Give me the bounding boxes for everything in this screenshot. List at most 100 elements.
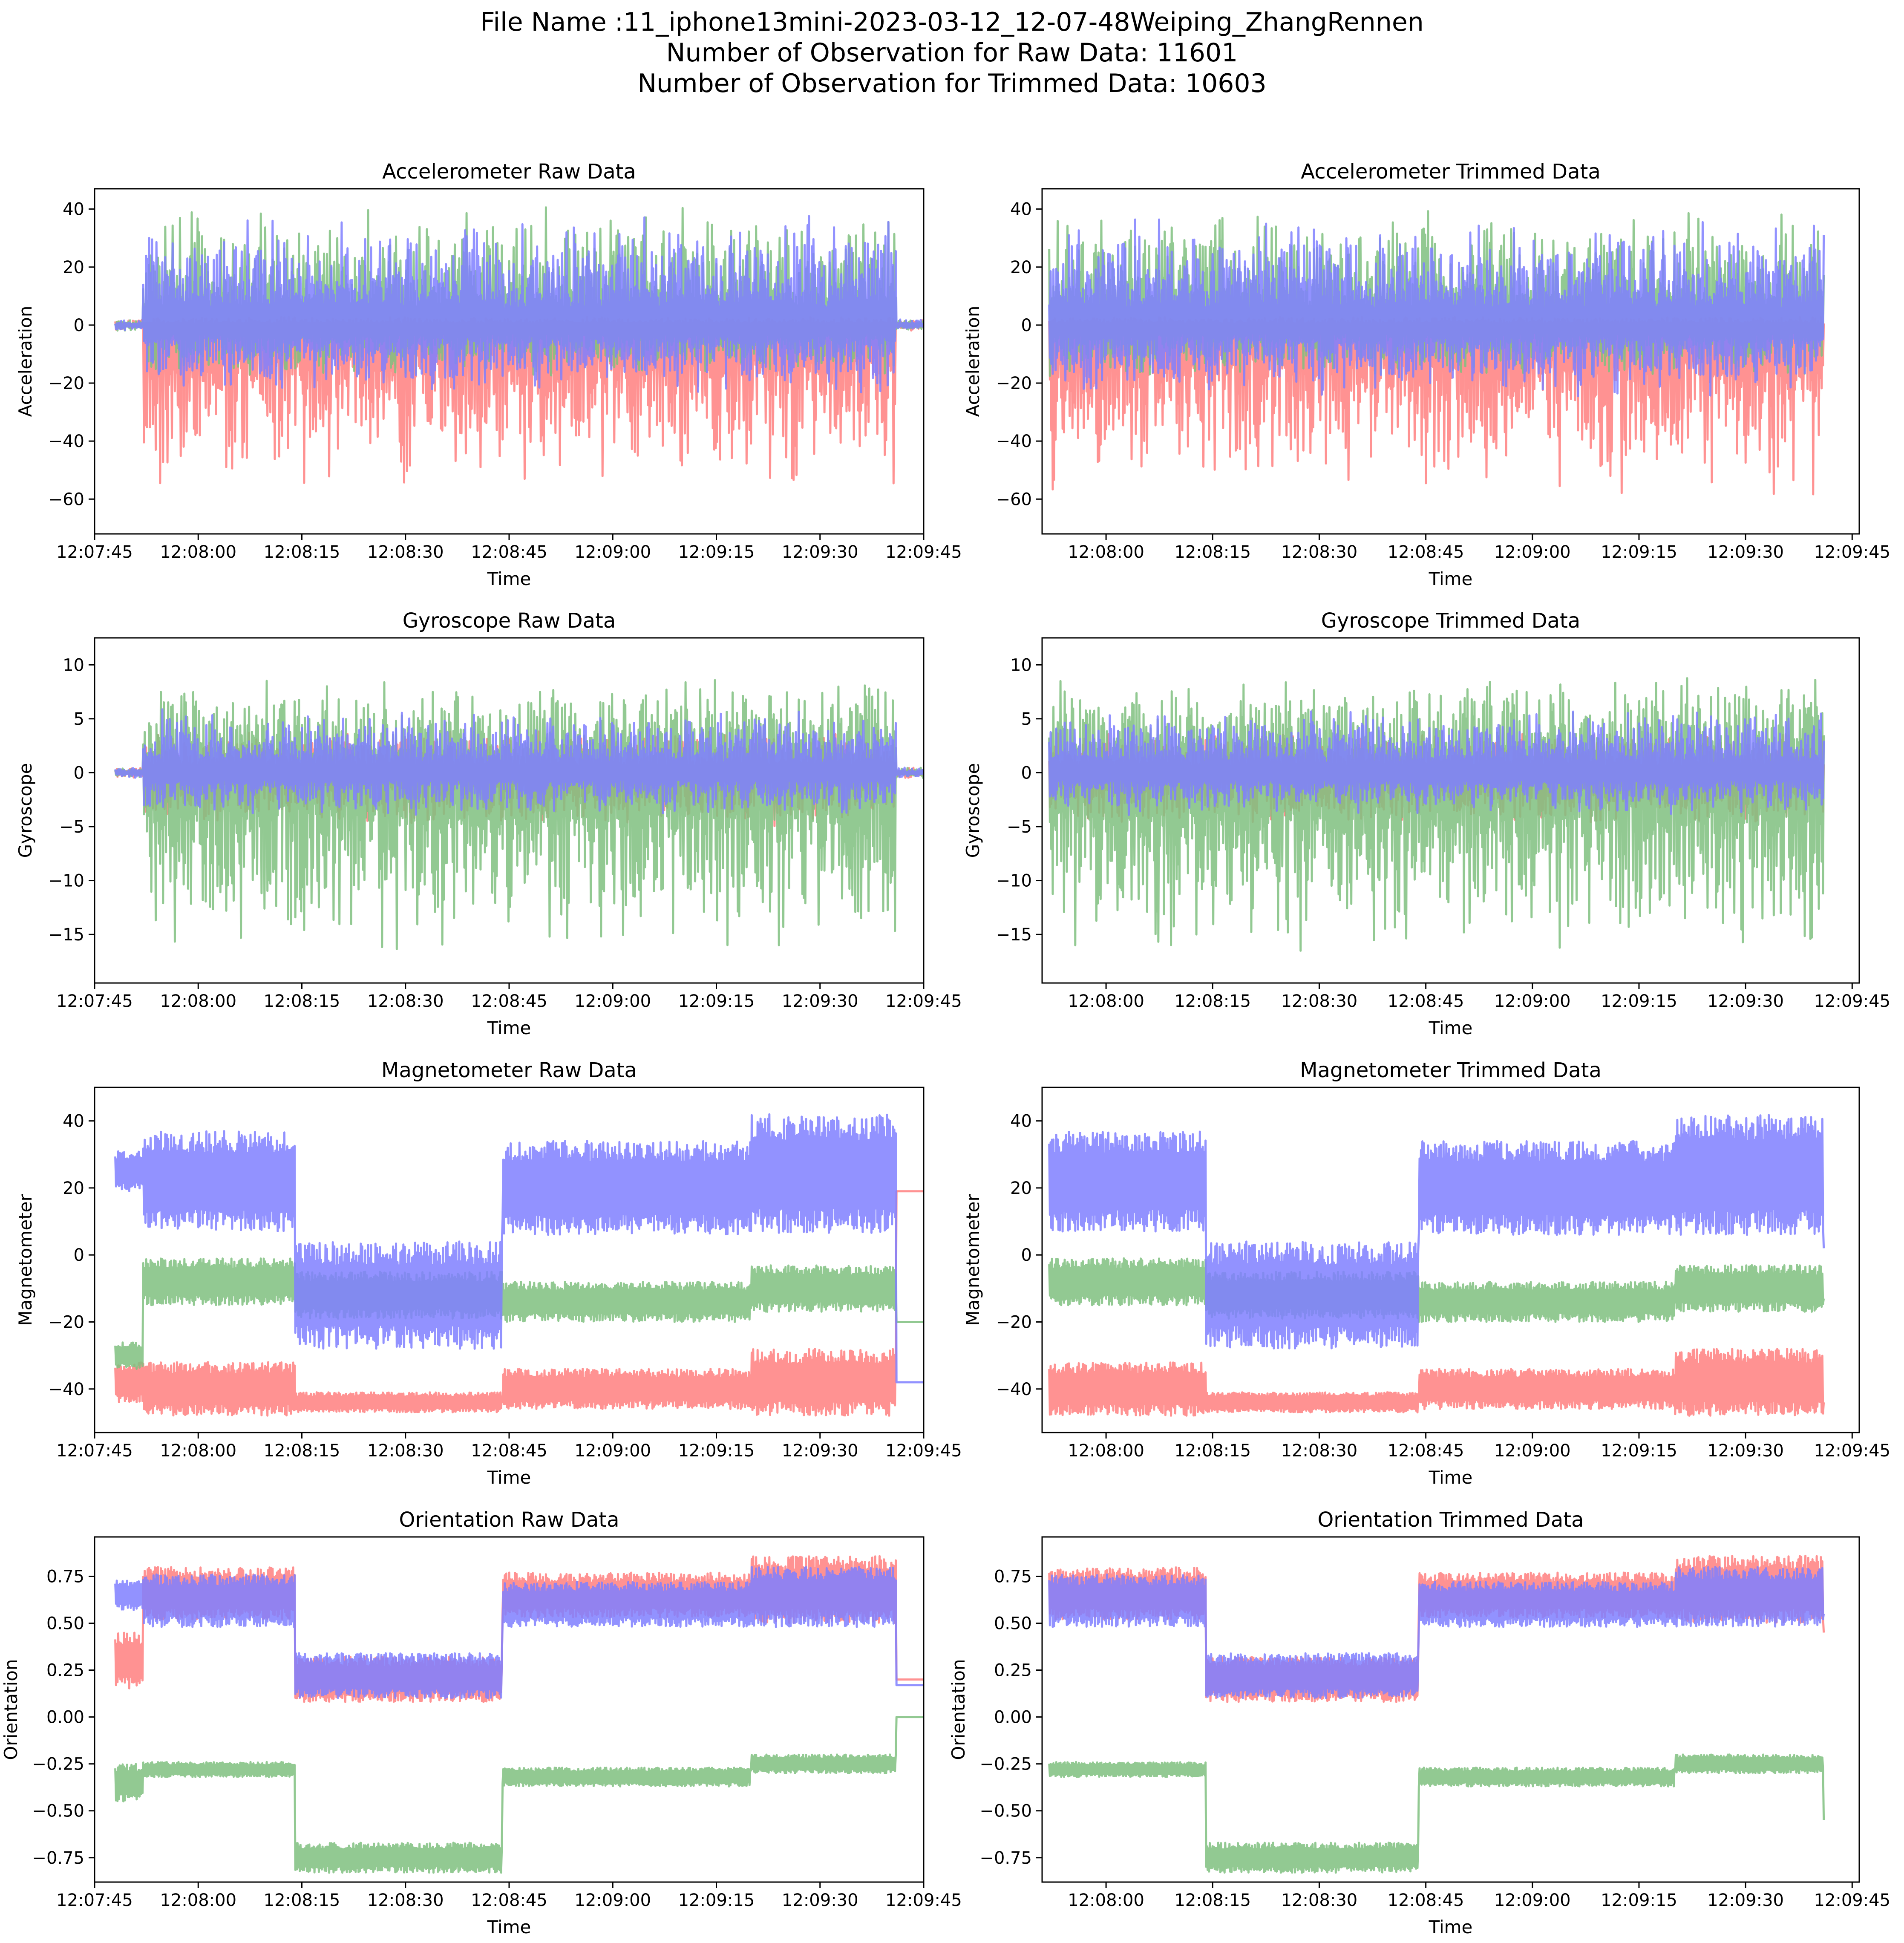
x-tick-label: 12:08:30 [367,1441,444,1461]
y-tick-label: 0.25 [994,1661,1032,1681]
y-axis-label: Magnetometer [962,1193,983,1326]
y-tick-label: 0 [1021,316,1032,335]
x-tick-label: 12:07:45 [56,542,133,562]
x-axis-label: Time [1429,568,1473,589]
y-tick-label: −0.50 [979,1802,1032,1821]
plot-area [1048,1554,1825,1874]
plot-area [114,1113,924,1417]
x-tick-label: 12:08:45 [1388,992,1464,1011]
y-tick-label: 40 [63,200,84,219]
y-tick-label: 10 [63,655,84,675]
x-tick-label: 12:08:15 [264,1891,340,1910]
x-tick-label: 12:09:15 [678,1891,755,1910]
y-tick-label: 0.75 [46,1567,84,1586]
x-tick-label: 12:09:00 [1494,992,1571,1011]
y-tick-label: 0.50 [46,1614,84,1634]
x-tick-label: 12:09:45 [885,542,962,562]
x-tick-label: 12:09:15 [678,992,755,1011]
y-axis-label: Magnetometer [15,1193,36,1326]
plot-area [114,206,924,484]
x-axis-label: Time [1429,1018,1473,1038]
figure-title-line-1: File Name :11_iphone13mini-2023-03-12_12… [480,7,1424,37]
y-tick-label: 20 [1010,258,1032,277]
y-tick-label: −20 [996,1312,1032,1332]
chart-orientation-raw: Orientation Raw Data 12:07:45 12:08:00 12:0… [0,1508,962,1937]
x-tick-label: 12:09:15 [678,542,755,562]
x-axis-label: Time [1429,1467,1473,1488]
x-tick-label: 12:08:15 [264,542,340,562]
series-line [1048,1753,1825,1874]
y-tick-label: −0.75 [32,1848,84,1868]
x-axis-label: Time [487,1018,531,1038]
y-tick-label: −0.50 [32,1802,84,1821]
series-line [1048,1348,1825,1417]
x-tick-label: 12:09:15 [1601,1891,1677,1910]
x-tick-label: 12:09:00 [1494,1891,1571,1910]
figure-title-line-3: Number of Observation for Trimmed Data: … [637,69,1267,98]
x-tick-label: 12:07:45 [56,992,133,1011]
y-tick-label: 0.25 [46,1661,84,1681]
series-line [114,1566,924,1699]
y-tick-label: −10 [49,871,84,891]
x-tick-label: 12:09:30 [1707,992,1784,1011]
x-tick-label: 12:09:00 [574,542,651,562]
series-line [114,215,924,394]
y-tick-label: −40 [996,1380,1032,1399]
x-axis-label: Time [487,1917,531,1937]
x-tick-label: 12:08:00 [160,542,236,562]
series-line [1048,1566,1825,1699]
y-tick-label: 0 [74,316,84,335]
series-line [114,1716,924,1874]
axes-frame [1041,1087,1860,1433]
chart-title: Magnetometer Raw Data [381,1058,637,1082]
chart-title: Gyroscope Trimmed Data [1321,609,1580,633]
y-tick-label: −15 [996,925,1032,945]
x-tick-label: 12:09:00 [1494,1441,1571,1461]
chart-accelerometer-trimmed: Accelerometer Trimmed Data 12:08:00 12:08:… [962,160,1890,589]
x-axis-label: Time [487,568,531,589]
chart-magnetometer-raw: Magnetometer Raw Data 12:07:45 12:08:00 12:… [15,1058,962,1488]
x-tick-label: 12:09:45 [1814,992,1890,1011]
x-tick-label: 12:08:15 [1174,542,1251,562]
x-tick-label: 12:09:15 [1601,542,1677,562]
y-tick-label: −5 [1007,817,1032,837]
x-tick-label: 12:08:30 [1281,992,1358,1011]
y-tick-label: 20 [63,258,84,277]
y-tick-label: −20 [996,374,1032,393]
y-tick-label: 5 [1021,709,1032,729]
y-tick-label: −0.75 [979,1848,1032,1868]
y-tick-label: 0.00 [994,1708,1032,1727]
chart-accelerometer-raw: Accelerometer Raw Data 12:07:45 12:08:00 12… [15,160,962,589]
y-tick-label: 40 [1010,200,1032,219]
x-tick-label: 12:09:30 [1707,542,1784,562]
chart-orientation-trimmed: Orientation Trimmed Data 12:08:00 12:08:15… [948,1508,1890,1937]
x-tick-label: 12:07:45 [56,1891,133,1910]
y-tick-label: 0.75 [994,1567,1032,1586]
y-tick-label: 10 [1010,655,1032,675]
x-tick-label: 12:08:30 [1281,542,1358,562]
x-tick-label: 12:08:30 [367,1891,444,1910]
y-tick-label: 0 [74,763,84,783]
chart-title: Magnetometer Trimmed Data [1300,1058,1602,1082]
y-tick-label: 20 [1010,1179,1032,1198]
chart-title: Orientation Trimmed Data [1318,1508,1584,1532]
x-tick-label: 12:09:30 [782,1891,858,1910]
y-tick-label: 5 [74,709,84,729]
x-axis-label: Time [487,1467,531,1488]
x-tick-label: 12:07:45 [56,1441,133,1461]
y-tick-label: 0 [1021,1245,1032,1265]
x-tick-label: 12:09:00 [1494,542,1571,562]
x-tick-label: 12:08:00 [1068,542,1144,562]
x-tick-label: 12:08:45 [1388,1441,1464,1461]
y-tick-label: −40 [49,1380,84,1399]
x-tick-label: 12:09:30 [782,992,858,1011]
x-tick-label: 12:08:15 [1174,1441,1251,1461]
y-tick-label: −5 [59,817,84,837]
y-tick-label: −0.25 [979,1755,1032,1774]
y-axis-label: Orientation [0,1659,21,1760]
y-axis-label: Gyroscope [15,763,36,858]
y-tick-label: −60 [996,490,1032,509]
x-tick-label: 12:08:45 [471,1891,547,1910]
y-tick-label: −20 [49,374,84,393]
x-tick-label: 12:08:15 [264,1441,340,1461]
